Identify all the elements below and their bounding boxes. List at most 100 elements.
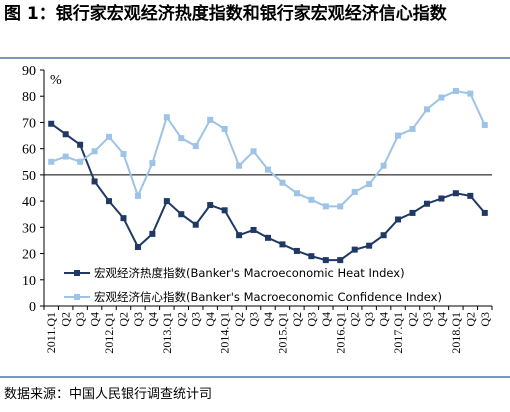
data-point	[293, 190, 300, 197]
x-tick-label: Q2	[463, 312, 477, 327]
data-point	[178, 211, 185, 218]
x-tick-label: Q2	[348, 312, 362, 327]
data-point	[366, 181, 373, 188]
data-point	[308, 253, 315, 260]
data-point	[366, 242, 373, 249]
data-point	[337, 257, 344, 264]
x-tick-label: Q3	[362, 312, 376, 327]
data-point	[409, 209, 416, 216]
x-tick-label: Q4	[203, 312, 217, 327]
data-point	[62, 131, 69, 138]
x-tick-label: Q3	[73, 312, 87, 327]
x-tick-label: Q2	[232, 312, 246, 327]
data-point	[265, 166, 271, 173]
x-tick-label: Q4	[319, 312, 333, 327]
data-point	[265, 234, 271, 241]
data-point	[221, 207, 228, 214]
x-tick-label: 2018.Q1	[449, 312, 463, 354]
data-point	[438, 94, 445, 101]
data-point	[106, 133, 113, 140]
y-tick-label: 80	[22, 90, 36, 105]
data-point	[351, 246, 358, 253]
x-tick-label: 2015.Q1	[275, 312, 289, 354]
data-point	[452, 87, 459, 94]
x-tick-label: Q4	[145, 312, 159, 327]
data-point	[395, 216, 402, 223]
data-point	[380, 162, 387, 169]
data-point	[279, 241, 286, 248]
y-axis-unit-label: %	[50, 73, 62, 88]
top-rule	[0, 57, 510, 59]
data-point	[279, 179, 286, 186]
data-point	[120, 150, 127, 157]
data-point	[467, 192, 474, 199]
legend-label: 宏观经济热度指数(Banker's Macroeconomic Heat Ind…	[94, 266, 405, 280]
data-point	[293, 247, 300, 254]
legend-swatch-marker	[74, 270, 80, 276]
data-point	[395, 132, 402, 139]
x-tick-label: Q3	[131, 312, 145, 327]
series-heat-index	[48, 120, 488, 264]
data-point	[322, 203, 329, 210]
bottom-rule	[0, 376, 510, 378]
x-tick-label: Q2	[174, 312, 188, 327]
data-point	[163, 114, 170, 121]
data-point	[207, 116, 214, 123]
data-point	[481, 122, 488, 129]
legend-swatch-marker	[74, 294, 80, 300]
data-point	[423, 106, 430, 113]
data-point	[351, 188, 358, 195]
data-point	[106, 198, 113, 205]
y-tick-label: 40	[22, 195, 36, 210]
data-point	[48, 158, 55, 165]
y-tick-label: 30	[22, 221, 36, 236]
x-tick-label: Q4	[261, 312, 275, 327]
data-point	[48, 120, 55, 127]
y-tick-label: 50	[22, 169, 36, 184]
data-point	[62, 153, 69, 160]
x-tick-label: 2013.Q1	[160, 312, 174, 354]
data-point	[438, 195, 445, 202]
data-point	[192, 221, 199, 228]
data-point	[380, 232, 387, 239]
data-point	[337, 203, 344, 210]
data-point	[481, 209, 488, 216]
x-tick-label: Q4	[88, 312, 102, 327]
data-point	[149, 160, 156, 167]
data-point	[409, 126, 416, 132]
data-point	[308, 196, 315, 203]
data-point	[163, 198, 170, 205]
data-point	[149, 230, 156, 237]
x-tick-label: 2011.Q1	[44, 312, 58, 353]
data-point	[192, 143, 199, 150]
data-point	[91, 178, 98, 185]
data-point	[467, 90, 474, 97]
data-point	[91, 148, 98, 155]
data-point	[134, 244, 141, 250]
y-tick-label: 10	[22, 274, 36, 289]
series-line	[50, 89, 486, 208]
x-tick-label: Q2	[116, 312, 130, 327]
data-source-note: 数据来源：中国人民银行调查统计司	[4, 387, 213, 402]
legend-label: 宏观经济信心指数(Banker's Macroeconomic Confiden…	[94, 290, 442, 304]
x-tick-label: 2016.Q1	[333, 312, 347, 354]
data-point	[178, 135, 185, 142]
y-tick-label: 70	[22, 116, 36, 131]
figure-title: 图 1：银行家宏观经济热度指数和银行家宏观经济信心指数	[4, 4, 447, 24]
x-tick-label: Q3	[304, 312, 318, 327]
x-tick-label: 2014.Q1	[218, 312, 232, 354]
data-point	[250, 226, 257, 233]
x-tick-label: 2017.Q1	[391, 312, 405, 354]
x-tick-label: Q2	[290, 312, 304, 327]
data-point	[250, 148, 257, 155]
x-tick-label: Q4	[434, 312, 448, 327]
y-tick-label: 90	[22, 64, 36, 79]
series-confidence-index	[48, 87, 488, 210]
x-tick-label: Q3	[247, 312, 261, 327]
data-point	[207, 202, 214, 209]
data-point	[236, 162, 243, 169]
data-point	[322, 257, 329, 264]
data-point	[120, 215, 127, 222]
data-point	[452, 190, 459, 197]
